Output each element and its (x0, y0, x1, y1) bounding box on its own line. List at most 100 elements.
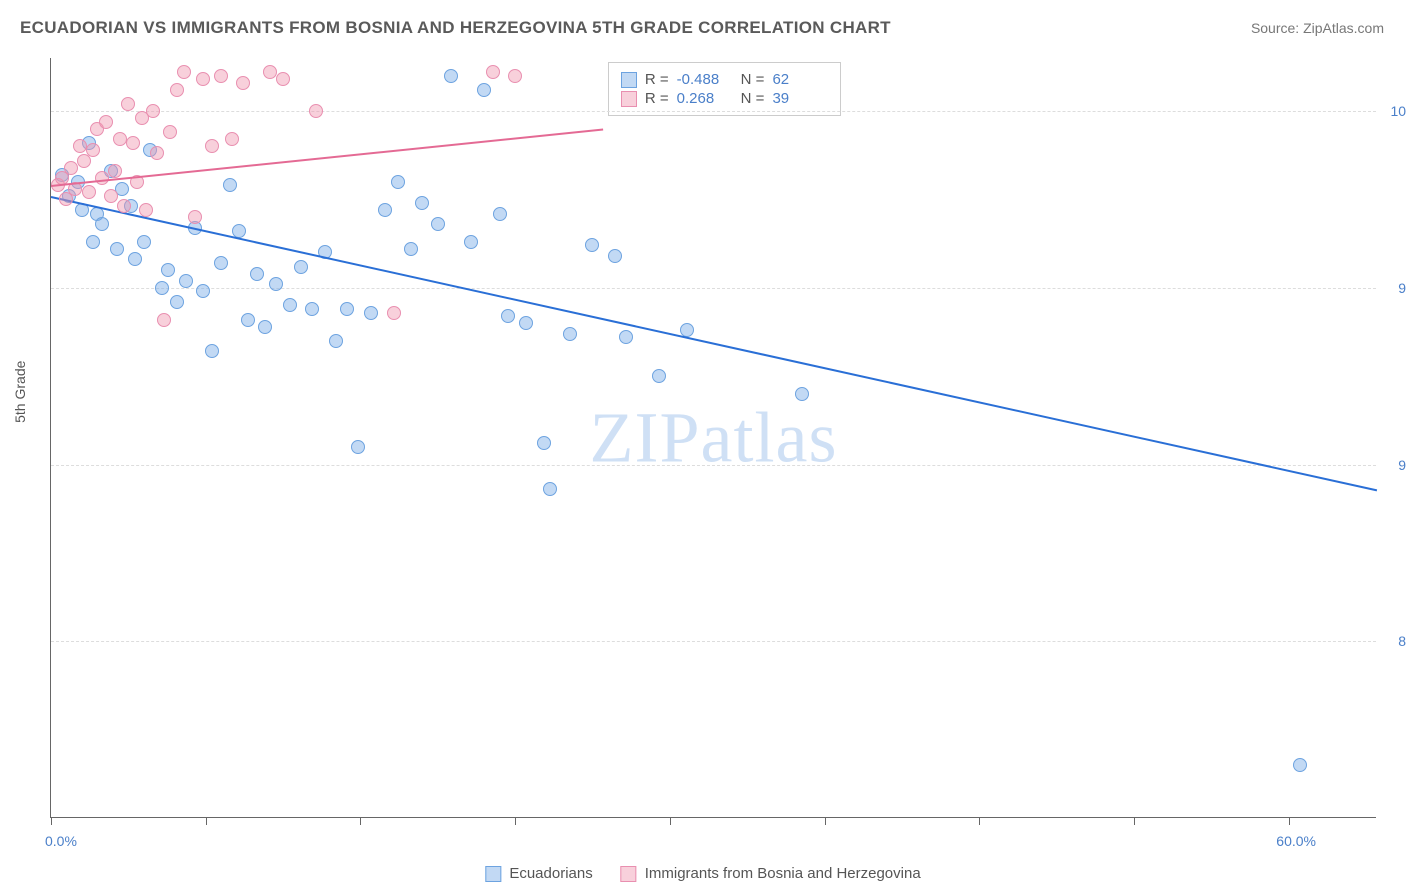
data-point (82, 185, 96, 199)
data-point (378, 203, 392, 217)
correlation-legend-box: R =-0.488N =62R =0.268N =39 (608, 62, 842, 116)
data-point (214, 256, 228, 270)
data-point (214, 69, 228, 83)
data-point (137, 235, 151, 249)
x-tick (51, 817, 52, 825)
plot-area: ZIPatlas R =-0.488N =62R =0.268N =39 0.0… (50, 58, 1376, 818)
data-point (223, 178, 237, 192)
data-point (236, 76, 250, 90)
data-point (795, 387, 809, 401)
data-point (170, 295, 184, 309)
x-axis-max-label: 60.0% (1276, 833, 1316, 849)
legend-swatch (621, 866, 637, 882)
n-value: 62 (772, 71, 828, 88)
legend-stat-row: R =0.268N =39 (621, 90, 829, 107)
data-point (108, 164, 122, 178)
data-point (157, 313, 171, 327)
data-point (126, 136, 140, 150)
data-point (537, 436, 551, 450)
data-point (188, 210, 202, 224)
data-point (196, 72, 210, 86)
data-point (508, 69, 522, 83)
data-point (404, 242, 418, 256)
data-point (95, 217, 109, 231)
data-point (205, 344, 219, 358)
y-tick-label: 95.0% (1398, 280, 1406, 296)
source-attribution: Source: ZipAtlas.com (1251, 20, 1384, 36)
data-point (391, 175, 405, 189)
data-point (73, 139, 87, 153)
data-point (276, 72, 290, 86)
gridline (51, 288, 1376, 289)
legend-stat-row: R =-0.488N =62 (621, 71, 829, 88)
data-point (585, 238, 599, 252)
data-point (241, 313, 255, 327)
data-point (163, 125, 177, 139)
legend-swatch (485, 866, 501, 882)
legend-item: Ecuadorians (485, 865, 592, 882)
data-point (155, 281, 169, 295)
data-point (150, 146, 164, 160)
watermark: ZIPatlas (590, 396, 838, 479)
data-point (250, 267, 264, 281)
data-point (305, 302, 319, 316)
data-point (294, 260, 308, 274)
data-point (351, 440, 365, 454)
data-point (161, 263, 175, 277)
n-label: N = (741, 90, 765, 107)
data-point (225, 132, 239, 146)
data-point (519, 316, 533, 330)
x-axis-min-label: 0.0% (45, 833, 77, 849)
x-tick (670, 817, 671, 825)
source-label: Source: (1251, 20, 1299, 36)
trend-line (51, 196, 1377, 491)
y-tick-label: 100.0% (1391, 103, 1406, 119)
data-point (64, 161, 78, 175)
data-point (1293, 758, 1307, 772)
gridline (51, 465, 1376, 466)
data-point (196, 284, 210, 298)
data-point (387, 306, 401, 320)
data-point (415, 196, 429, 210)
data-point (205, 139, 219, 153)
data-point (128, 252, 142, 266)
data-point (486, 65, 500, 79)
data-point (117, 199, 131, 213)
r-label: R = (645, 90, 669, 107)
x-tick (206, 817, 207, 825)
data-point (563, 327, 577, 341)
data-point (309, 104, 323, 118)
x-tick (360, 817, 361, 825)
legend-label: Immigrants from Bosnia and Herzegovina (645, 865, 921, 882)
data-point (179, 274, 193, 288)
x-tick (979, 817, 980, 825)
legend-swatch (621, 72, 637, 88)
data-point (146, 104, 160, 118)
legend-item: Immigrants from Bosnia and Herzegovina (621, 865, 921, 882)
data-point (477, 83, 491, 97)
x-tick (1289, 817, 1290, 825)
data-point (263, 65, 277, 79)
data-point (269, 277, 283, 291)
gridline (51, 641, 1376, 642)
data-point (99, 115, 113, 129)
data-point (104, 189, 118, 203)
data-point (493, 207, 507, 221)
data-point (86, 143, 100, 157)
data-point (501, 309, 515, 323)
data-point (364, 306, 378, 320)
data-point (170, 83, 184, 97)
chart-container: ECUADORIAN VS IMMIGRANTS FROM BOSNIA AND… (0, 0, 1406, 892)
data-point (464, 235, 478, 249)
y-axis-title: 5th Grade (12, 361, 28, 423)
data-point (283, 298, 297, 312)
source-link[interactable]: ZipAtlas.com (1303, 20, 1384, 36)
data-point (543, 482, 557, 496)
data-point (619, 330, 633, 344)
x-tick (825, 817, 826, 825)
data-point (177, 65, 191, 79)
y-tick-label: 85.0% (1398, 633, 1406, 649)
n-value: 39 (772, 90, 828, 107)
data-point (329, 334, 343, 348)
data-point (139, 203, 153, 217)
